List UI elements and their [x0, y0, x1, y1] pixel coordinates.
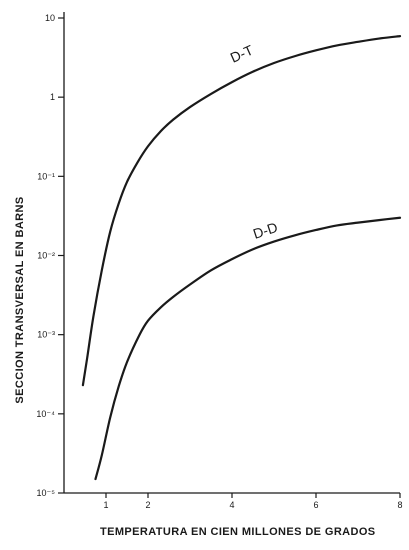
series-line-d-t: [81, 35, 402, 387]
y-tick-label: 1: [50, 92, 55, 102]
x-tick-label: 2: [145, 500, 150, 510]
x-tick-label: 8: [397, 500, 402, 510]
x-axis-title: TEMPERATURA EN CIEN MILLONES DE GRADOS: [100, 526, 376, 538]
y-tick-label: 10: [45, 13, 55, 23]
y-tick-label: 10⁻⁵: [37, 488, 56, 498]
series-line-d-d: [94, 216, 402, 481]
y-tick-label: 10⁻²: [37, 251, 55, 261]
x-tick-label: 1: [103, 500, 108, 510]
y-tick-label: 10⁻³: [37, 330, 55, 340]
y-tick-label: 10⁻⁴: [36, 409, 55, 419]
series-label-dd: D-D: [251, 219, 280, 242]
x-axis-ticks: 1 2 4 6 8: [103, 493, 403, 510]
y-tick-label: 10⁻¹: [37, 171, 55, 181]
series-layer: [81, 35, 402, 481]
y-axis-ticks: 10⁻⁵ 10⁻⁴ 10⁻³ 10⁻² 10⁻¹ 1 10: [36, 13, 64, 498]
y-axis-title: SECCION TRANSVERSAL EN BARNS: [14, 196, 26, 403]
x-tick-label: 6: [313, 500, 318, 510]
x-tick-label: 4: [229, 500, 234, 510]
